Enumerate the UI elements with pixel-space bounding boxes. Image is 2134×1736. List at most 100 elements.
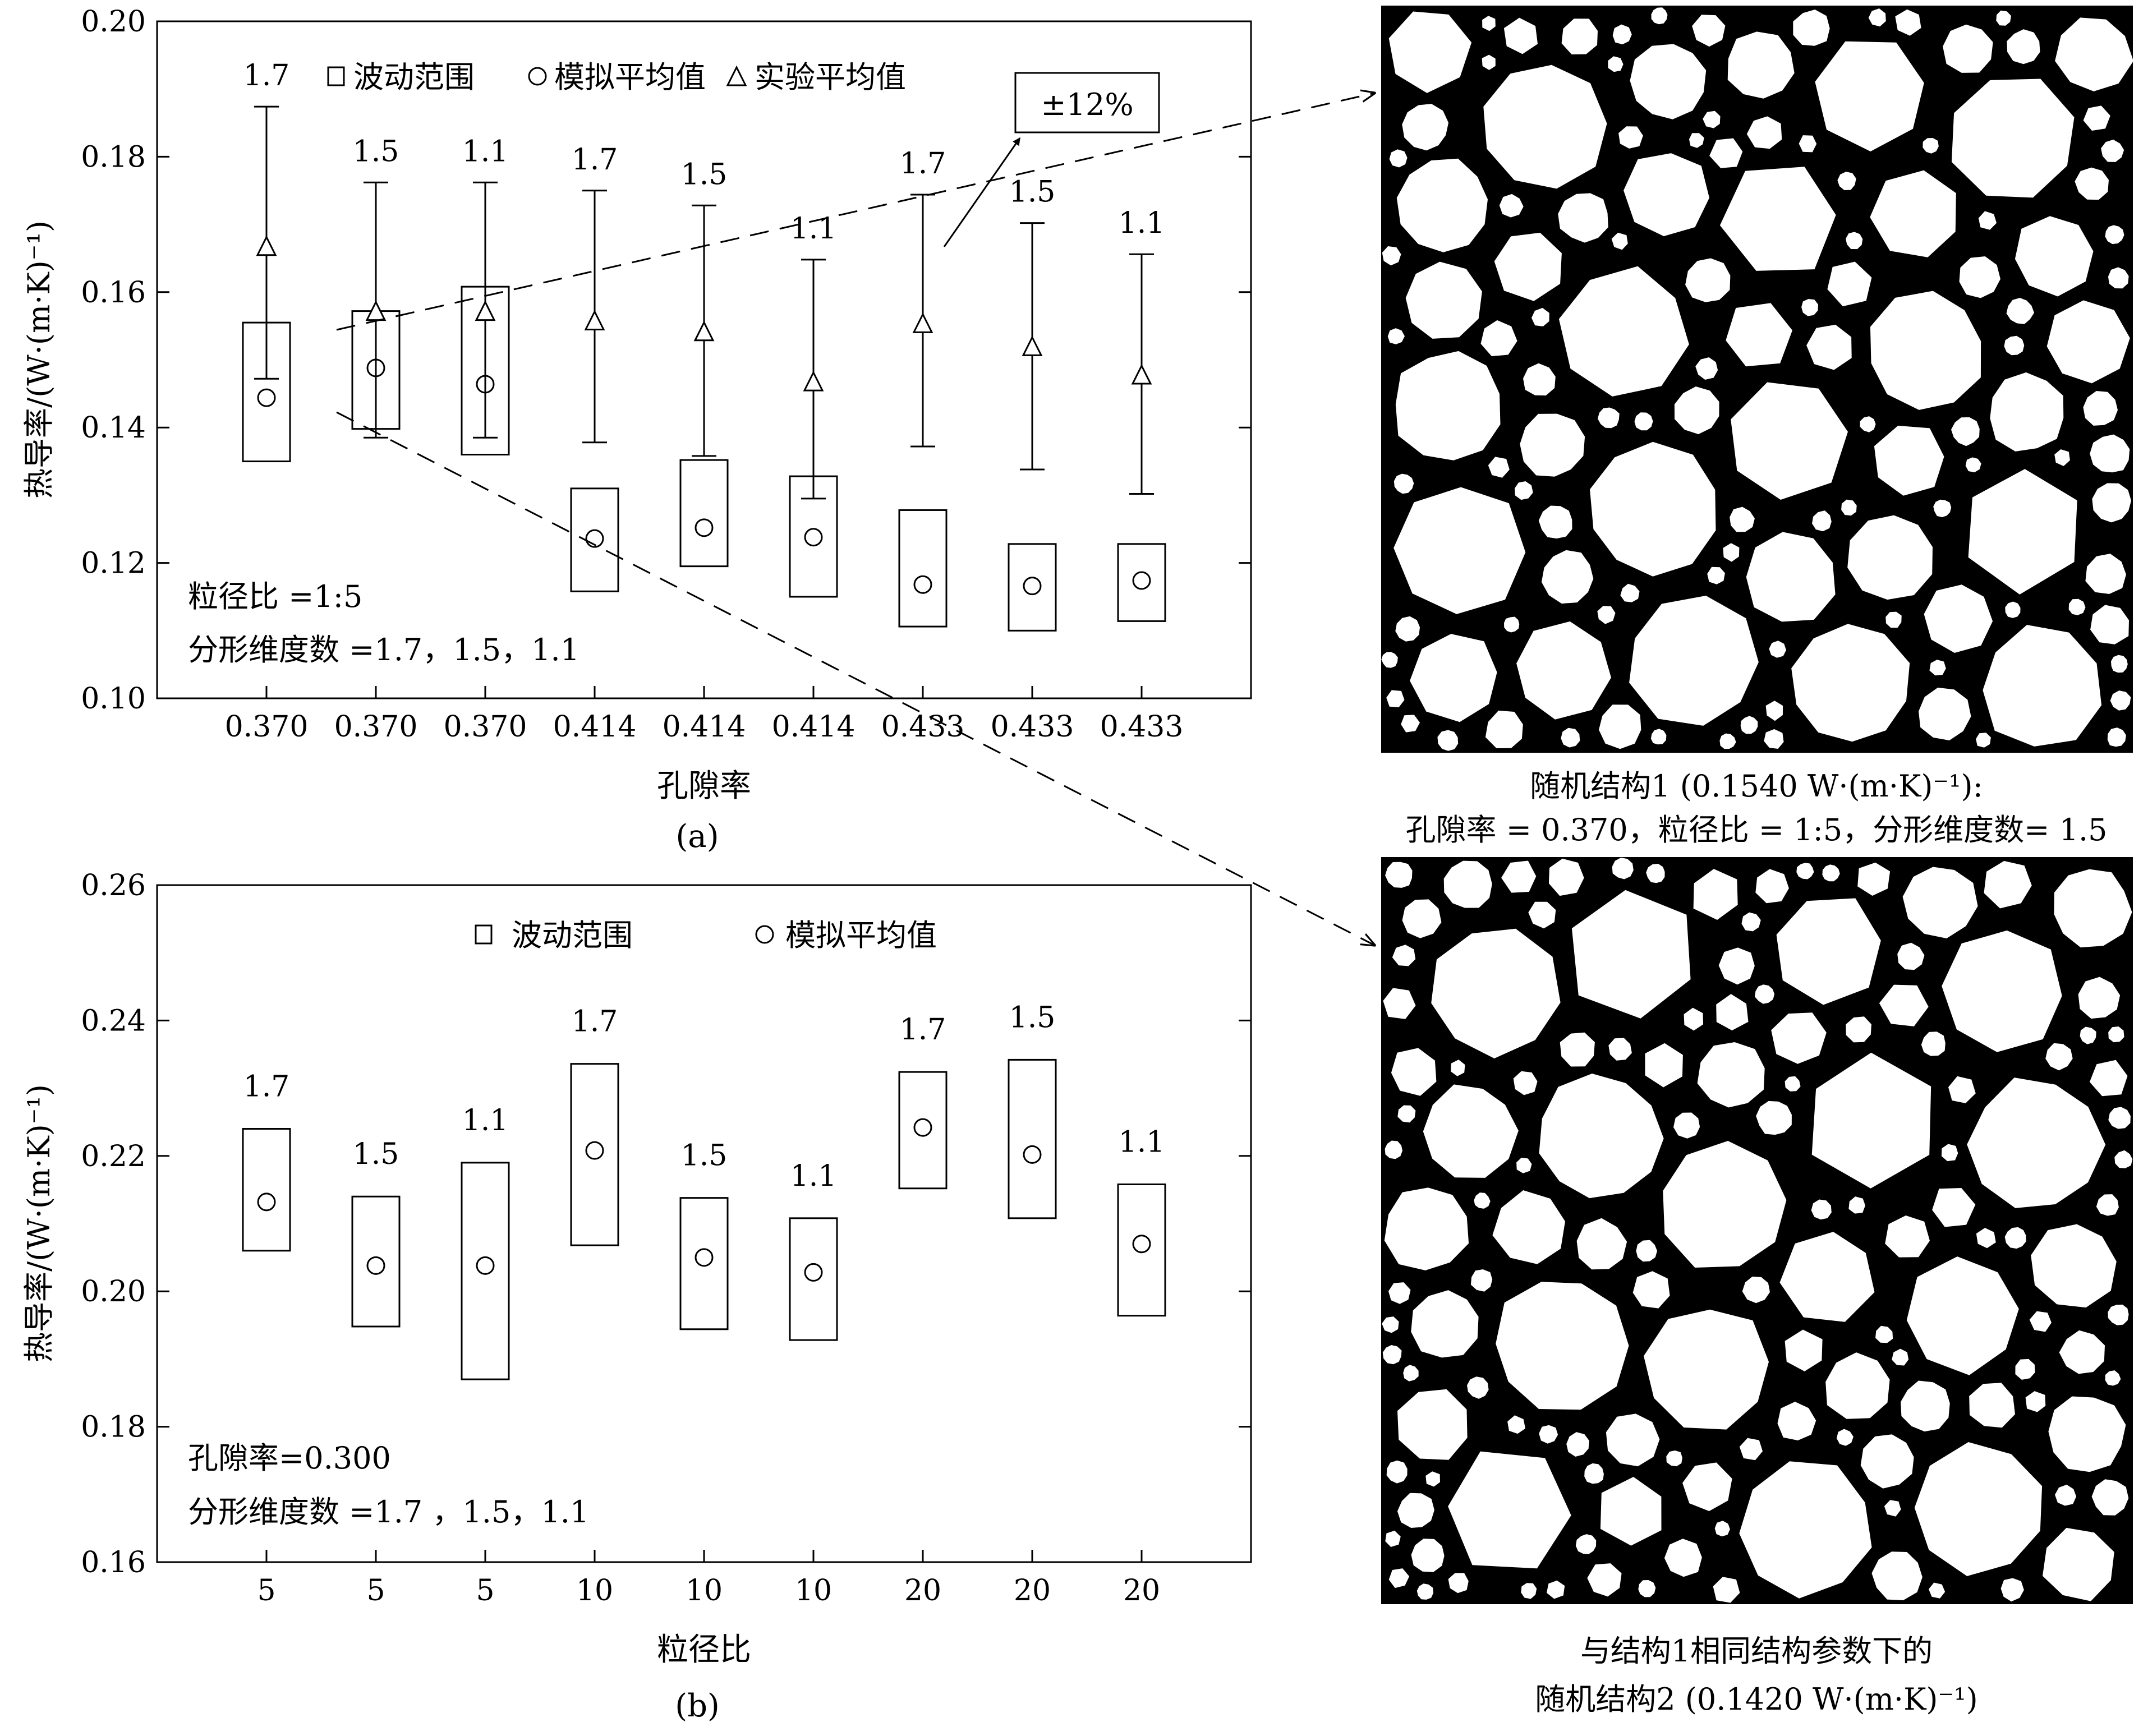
x-tick-label: 5 xyxy=(366,1574,385,1608)
particle xyxy=(1791,624,1910,742)
particle xyxy=(1719,167,1836,271)
particle xyxy=(1485,710,1523,748)
particle xyxy=(1870,170,1956,257)
range-box xyxy=(242,1128,291,1252)
structure-image-1-caption-line2: 孔隙率 = 0.370，粒径比 = 1:5，分形维度数= 1.5 xyxy=(1406,812,2108,848)
particle xyxy=(1385,1140,1402,1159)
particle xyxy=(1388,11,1472,93)
legend-range-label: 波动范围 xyxy=(512,918,633,953)
range-box xyxy=(898,1071,948,1190)
particle xyxy=(1897,942,1925,970)
particle xyxy=(1692,15,1726,47)
particle xyxy=(1395,351,1501,461)
particle xyxy=(1879,984,1929,1026)
particle xyxy=(1630,44,1707,119)
particle xyxy=(2080,1026,2096,1044)
particle xyxy=(1664,1539,1702,1577)
particle xyxy=(1685,258,1731,302)
particle xyxy=(1906,1256,2019,1375)
particle xyxy=(1666,1450,1682,1467)
particle xyxy=(1951,417,1980,446)
particle xyxy=(1386,1460,1408,1484)
particle xyxy=(1933,499,1952,518)
particle xyxy=(1431,928,1561,1058)
particle xyxy=(1541,550,1594,604)
particle xyxy=(2004,1227,2026,1249)
particle xyxy=(1383,988,1416,1019)
chart-b-marks: 1.7 1.5 1.1 1.7 1.5 1.1 1.7 1.5 1.1 xyxy=(242,1001,1166,1380)
particle xyxy=(1474,1192,1491,1209)
particle xyxy=(1742,1277,1770,1304)
particle xyxy=(1929,660,1946,676)
particle xyxy=(1901,1380,1950,1432)
particle xyxy=(1528,901,1556,929)
particle xyxy=(1776,898,1881,1005)
chart-b-panel-label: (b) xyxy=(675,1688,720,1724)
structure-image-2-particles xyxy=(1382,858,2133,1603)
fractal-dim-label: 1.1 xyxy=(1119,1125,1165,1159)
particle xyxy=(2054,449,2070,466)
particle xyxy=(1411,1539,1445,1572)
particle xyxy=(1388,1282,1411,1304)
particle xyxy=(1405,261,1482,339)
particle xyxy=(1395,616,1420,642)
particle xyxy=(1941,1144,1958,1162)
particle xyxy=(2007,29,2040,65)
particle xyxy=(1382,246,1401,266)
structure-image-1-caption-line1: 随机结构1 (0.1540 W·(m·K)⁻¹): xyxy=(1530,768,1983,804)
chart-b-legend: 波动范围 模拟平均值 xyxy=(475,918,937,953)
particle xyxy=(1741,912,1761,932)
particle xyxy=(1990,372,2064,452)
sim-mean-point xyxy=(1023,577,1042,596)
particle xyxy=(1632,1271,1670,1309)
particle xyxy=(1841,499,1857,516)
particle xyxy=(2059,1330,2105,1374)
y-tick-label: 0.18 xyxy=(81,1411,146,1444)
particle xyxy=(2031,1224,2117,1308)
particle xyxy=(1714,1521,1730,1537)
x-tick-label: 0.433 xyxy=(991,710,1074,744)
particle xyxy=(2043,1527,2114,1601)
x-tick-label: 0.414 xyxy=(553,710,637,744)
legend-square-icon xyxy=(475,924,493,945)
range-box xyxy=(679,1197,729,1330)
particle xyxy=(2048,1396,2126,1472)
particle xyxy=(1587,1563,1622,1597)
fractal-dim-label: 1.5 xyxy=(1009,1001,1056,1034)
particle xyxy=(1584,1463,1604,1484)
particle xyxy=(1860,1434,1914,1489)
structure-image-2 xyxy=(1381,857,2133,1604)
particle xyxy=(1389,149,1408,168)
particle xyxy=(1718,947,1755,985)
fractal-dim-label: 1.7 xyxy=(243,59,290,93)
particle xyxy=(2025,1391,2046,1412)
chart-b-ylabel: 热导率/(W·(m·K)⁻¹) xyxy=(21,1084,57,1362)
particle xyxy=(1709,138,1743,168)
particle xyxy=(1836,1429,1854,1446)
particle xyxy=(2108,1304,2129,1325)
particle xyxy=(1470,1269,1493,1292)
particle xyxy=(1959,256,2000,298)
particle xyxy=(1634,412,1653,431)
particle xyxy=(2006,298,2034,324)
particle xyxy=(1448,1573,1469,1594)
particle xyxy=(1448,1451,1571,1569)
particle xyxy=(1921,1032,1946,1056)
range-box xyxy=(679,459,729,568)
range-box xyxy=(1008,543,1057,632)
pointer-to-structure-1 xyxy=(336,93,1374,331)
particle xyxy=(1451,1060,1465,1076)
fractal-dim-label: 1.1 xyxy=(462,135,509,168)
particle xyxy=(1948,1076,1976,1103)
x-tick-label: 0.414 xyxy=(663,710,746,744)
exp-mean-point xyxy=(803,370,824,392)
x-tick-label: 10 xyxy=(686,1574,723,1608)
range-box xyxy=(1117,543,1166,622)
particle xyxy=(1520,413,1585,477)
particle xyxy=(1382,1345,1402,1365)
chart-b-y-axis: 0.16 0.18 0.20 0.22 0.24 0.26 xyxy=(81,869,1251,1580)
range-box xyxy=(789,1217,838,1341)
particle xyxy=(1746,532,1836,622)
error-annotation-text: ±12% xyxy=(1041,87,1133,122)
particle xyxy=(1599,704,1641,749)
